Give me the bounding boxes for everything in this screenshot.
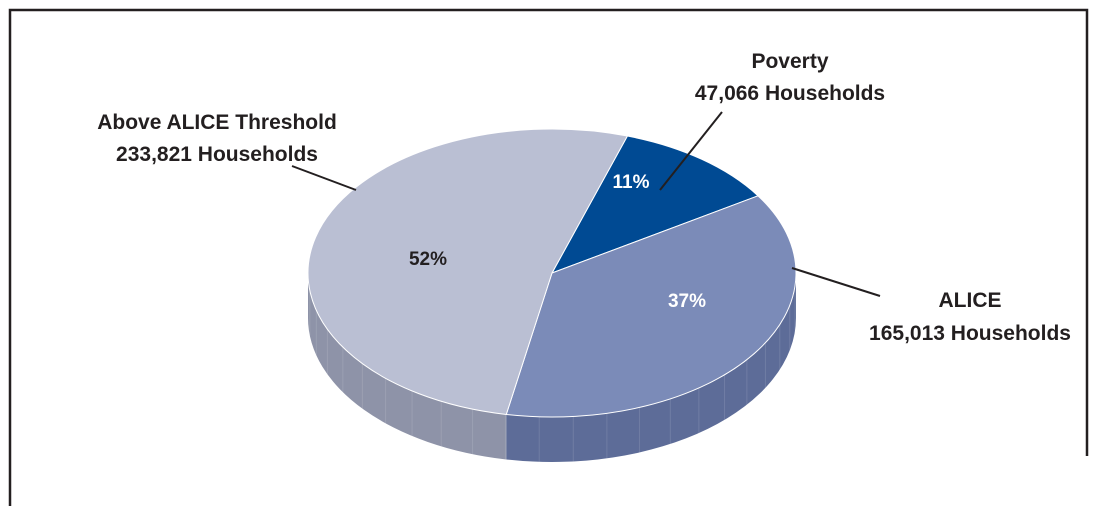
pct-label-above-alice: 52% <box>409 249 447 270</box>
pct-label-alice: 37% <box>668 291 706 312</box>
pie-top <box>307 128 797 418</box>
leader-line-above-alice <box>291 165 357 191</box>
label-alice-households: 165,013 Households <box>869 322 1071 345</box>
pct-label-poverty: 11% <box>613 172 650 193</box>
label-poverty-households: 47,066 Households <box>695 82 885 105</box>
pie-slice-poverty <box>550 135 759 274</box>
pie-side-wall <box>308 273 796 463</box>
label-poverty-name: Poverty <box>751 50 828 73</box>
label-above-alice-households: 233,821 Households <box>116 143 318 166</box>
pie-slice-above-alice-threshold <box>307 128 629 415</box>
label-alice-name: ALICE <box>939 289 1002 312</box>
pie-slice-alice <box>505 195 797 418</box>
pie-side-alice <box>506 273 796 463</box>
chart-border <box>8 8 1089 506</box>
label-above-alice-name: Above ALICE Threshold <box>97 111 337 134</box>
pie-side-above-alice-threshold <box>308 273 507 460</box>
leader-line-alice <box>791 267 881 297</box>
leader-line-poverty <box>659 111 723 191</box>
